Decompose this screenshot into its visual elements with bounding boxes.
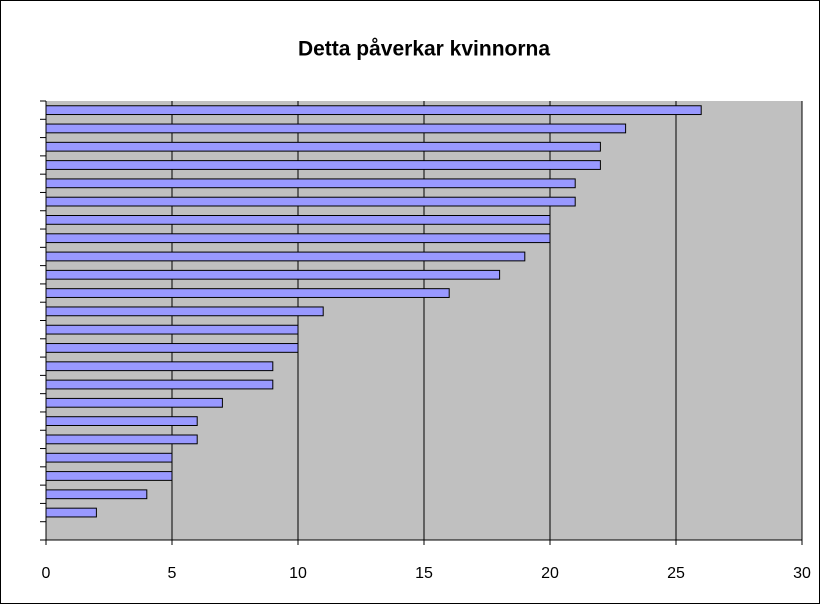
x-tick-label: 5 (168, 565, 177, 582)
bar (45, 343, 299, 353)
bar (45, 215, 551, 225)
bar (45, 379, 274, 390)
bar (45, 196, 576, 207)
bar (45, 251, 526, 262)
bar (45, 416, 198, 426)
bar (45, 269, 501, 280)
x-tick-label: 25 (667, 565, 685, 582)
bar (45, 141, 601, 152)
bar (45, 233, 551, 244)
bar (45, 434, 198, 445)
bar (45, 123, 627, 134)
bar (45, 288, 450, 298)
bar (45, 306, 324, 317)
x-tick-label: 15 (415, 565, 433, 582)
x-tick-label: 30 (793, 565, 811, 582)
x-tick-label: 20 (541, 565, 559, 582)
bar (45, 489, 148, 500)
bar (45, 361, 274, 372)
bar (45, 397, 223, 408)
bar (45, 471, 173, 481)
bar (45, 507, 97, 518)
chart-title: Detta påverkar kvinnorna (298, 38, 550, 61)
bar (45, 105, 702, 116)
bar (45, 160, 601, 170)
x-tick-label: 0 (42, 565, 51, 582)
bar (45, 452, 173, 463)
bar (45, 324, 299, 335)
bar (45, 178, 576, 189)
x-tick-label: 10 (289, 565, 307, 582)
